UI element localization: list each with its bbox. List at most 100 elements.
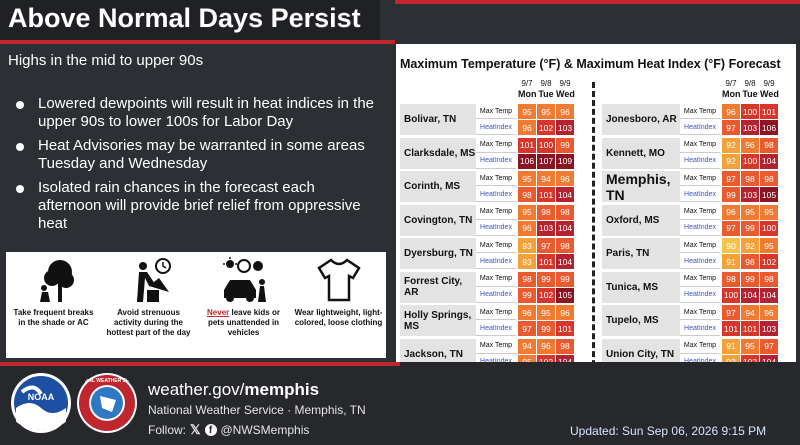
- social-handle[interactable]: @NWSMemphis: [220, 423, 310, 437]
- heat-index-cell: 101: [556, 321, 574, 336]
- max-temp-cell: 101: [518, 137, 536, 153]
- bullet-text: Heat Advisories may be warranted in some…: [38, 137, 365, 172]
- bullet-dot-icon: [16, 143, 24, 151]
- city-name: Dyersburg, TN: [400, 238, 476, 269]
- max-temp-label: Max Temp: [476, 137, 516, 153]
- heat-index-cell: 101: [741, 321, 759, 336]
- tip-text: Never leave kids or pets unattended in v…: [207, 308, 280, 337]
- max-temp-cell: 95: [518, 104, 536, 119]
- social-follow: Follow: 𝕏 f @NWSMemphis: [148, 422, 310, 437]
- date-header: 9/8: [540, 79, 552, 88]
- heat-index-cell: 104: [556, 220, 574, 236]
- max-temp-label: Max Temp: [476, 305, 516, 320]
- heat-index-cell: 99: [741, 220, 759, 236]
- heat-index-cell: 103: [537, 220, 555, 236]
- city-name: Clarksdale, MS: [400, 137, 476, 169]
- heat-index-cell: 104: [760, 287, 778, 303]
- tip-shade: Take frequent breaks in the shade or AC: [6, 252, 101, 358]
- max-temp-cell: 96: [556, 171, 574, 186]
- max-temp-cell: 95: [741, 204, 759, 220]
- max-temp-cell: 98: [760, 271, 778, 287]
- city-name: Covington, TN: [400, 204, 476, 236]
- max-temp-cell: 92: [741, 238, 759, 253]
- city-name: Tunica, MS: [602, 271, 680, 303]
- city-name: Bolivar, TN: [400, 104, 476, 135]
- heat-index-cell: 99: [537, 321, 555, 336]
- max-temp-cell: 95: [537, 305, 555, 320]
- heat-index-cell: 104: [556, 187, 574, 202]
- max-temp-cell: 95: [518, 204, 536, 220]
- day-header: Tue: [742, 89, 758, 99]
- max-temp-cell: 99: [537, 271, 555, 287]
- heat-index-label: HeatIndex: [680, 120, 720, 135]
- vehicle-kids-pets-icon: [222, 257, 266, 302]
- heat-index-cell: 103: [741, 120, 759, 135]
- city-name: Paris, TN: [602, 238, 680, 269]
- heat-index-label: HeatIndex: [680, 287, 720, 303]
- tshirt-icon: [316, 258, 361, 302]
- max-temp-label: Max Temp: [680, 338, 720, 354]
- heat-index-cell: 103: [741, 187, 759, 202]
- heat-index-cell: 97: [722, 120, 740, 135]
- max-temp-cell: 93: [518, 238, 536, 253]
- max-temp-cell: 99: [556, 137, 574, 153]
- heat-index-cell: 102: [537, 120, 555, 135]
- heat-index-cell: 104: [556, 254, 574, 269]
- max-temp-cell: 97: [722, 305, 740, 320]
- heat-index-label: HeatIndex: [476, 287, 516, 303]
- max-temp-label: Max Temp: [476, 271, 516, 287]
- max-temp-cell: 98: [556, 238, 574, 253]
- heat-index-cell: 97: [518, 321, 536, 336]
- bullet-text: Lowered dewpoints will result in heat in…: [38, 95, 375, 130]
- tip-text: Take frequent breaks in the shade or AC: [13, 308, 94, 327]
- heat-index-cell: 103: [556, 120, 574, 135]
- x-icon[interactable]: 𝕏: [190, 422, 201, 437]
- heat-index-label: HeatIndex: [476, 120, 516, 135]
- max-temp-label: Max Temp: [680, 271, 720, 287]
- max-temp-label: Max Temp: [680, 305, 720, 320]
- max-temp-cell: 95: [760, 238, 778, 253]
- heat-index-label: HeatIndex: [680, 187, 720, 202]
- heat-index-cell: 97: [722, 220, 740, 236]
- heat-index-cell: 103: [760, 321, 778, 336]
- bullet-text: Isolated rain chances in the forecast ea…: [38, 179, 361, 232]
- max-temp-cell: 97: [760, 338, 778, 354]
- heat-index-cell: 104: [741, 287, 759, 303]
- max-temp-cell: 98: [760, 171, 778, 186]
- day-header: Mon: [722, 89, 741, 99]
- heat-index-cell: 100: [760, 220, 778, 236]
- tree-shade-icon: [39, 260, 74, 302]
- max-temp-cell: 95: [741, 338, 759, 354]
- max-temp-cell: 99: [556, 271, 574, 287]
- max-temp-cell: 95: [760, 204, 778, 220]
- heat-index-label: HeatIndex: [476, 187, 516, 202]
- heat-index-cell: 107: [537, 153, 555, 169]
- max-temp-cell: 98: [556, 338, 574, 354]
- max-temp-cell: 98: [741, 171, 759, 186]
- website-link[interactable]: weather.gov/memphis: [148, 380, 320, 399]
- heat-index-label: HeatIndex: [680, 321, 720, 336]
- strenuous-activity-icon: [136, 258, 171, 302]
- title-bar: [0, 0, 380, 40]
- max-temp-cell: 96: [722, 204, 740, 220]
- max-temp-cell: 94: [518, 338, 536, 354]
- facebook-icon[interactable]: f: [204, 424, 217, 436]
- date-header: 9/9: [559, 79, 571, 88]
- heat-index-cell: 96: [518, 120, 536, 135]
- max-temp-label: Max Temp: [680, 204, 720, 220]
- heat-index-cell: 102: [537, 287, 555, 303]
- max-temp-cell: 98: [537, 204, 555, 220]
- max-temp-cell: 97: [537, 238, 555, 253]
- max-temp-label: Max Temp: [680, 171, 720, 186]
- heat-index-cell: 105: [556, 287, 574, 303]
- max-temp-cell: 96: [741, 137, 759, 153]
- max-temp-cell: 96: [537, 338, 555, 354]
- tip-activity: Avoid strenuous activity during the hott…: [101, 252, 196, 358]
- max-temp-cell: 92: [722, 137, 740, 153]
- heat-index-label: HeatIndex: [476, 321, 516, 336]
- heat-index-label: HeatIndex: [476, 153, 516, 169]
- day-header: Mon: [518, 89, 537, 99]
- city-name: Tupelo, MS: [602, 305, 680, 336]
- max-temp-label: Max Temp: [476, 104, 516, 119]
- heat-index-cell: 91: [722, 254, 740, 269]
